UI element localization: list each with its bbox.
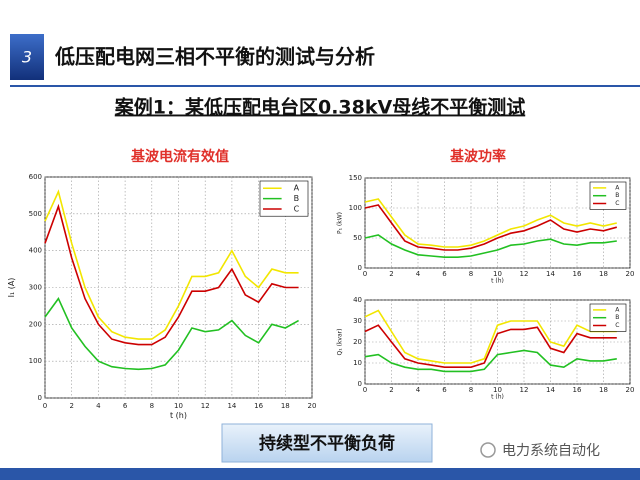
x-tick-label: 4 <box>96 402 101 410</box>
legend-label: A <box>615 306 620 313</box>
x-tick-label: 0 <box>363 386 367 394</box>
series-line <box>44 203 299 346</box>
x-tick-label: 18 <box>281 402 290 410</box>
y-tick-label: 100 <box>349 204 362 212</box>
x-axis-label: t (h) <box>491 394 504 401</box>
x-tick-label: 4 <box>416 386 421 394</box>
x-tick-label: 20 <box>308 402 317 410</box>
y-tick-label: 50 <box>353 234 362 242</box>
legend-label: C <box>294 205 300 214</box>
slide-subtitle: 案例1：某低压配电台区0.38kV母线不平衡测试 <box>114 96 525 119</box>
x-tick-label: 16 <box>573 270 582 278</box>
x-tick-label: 2 <box>389 270 393 278</box>
legend-label: B <box>294 194 300 203</box>
y-tick-label: 300 <box>29 284 42 292</box>
x-tick-label: 14 <box>546 270 555 278</box>
legend-label: C <box>615 322 619 329</box>
x-tick-label: 0 <box>43 402 47 410</box>
series-line <box>364 349 617 373</box>
section-badge <box>10 34 44 80</box>
x-tick-label: 10 <box>493 386 502 394</box>
y-axis-label: I₁ (A) <box>7 278 16 298</box>
section-number: 3 <box>22 48 32 67</box>
footer-band <box>0 468 640 480</box>
x-axis-label: t (h) <box>491 278 504 285</box>
x-tick-label: 8 <box>150 402 154 410</box>
series-line <box>364 198 617 248</box>
series-line <box>364 234 617 258</box>
x-tick-label: 8 <box>469 270 473 278</box>
y-tick-label: 150 <box>349 174 362 182</box>
x-tick-label: 2 <box>389 386 393 394</box>
x-tick-label: 10 <box>493 270 502 278</box>
y-axis-label: Q₁ (kvar) <box>336 329 343 356</box>
y-tick-label: 0 <box>358 380 362 388</box>
series-line <box>364 204 618 251</box>
x-tick-label: 20 <box>626 270 635 278</box>
slide-title: 低压配电网三相不平衡的测试与分析 <box>54 45 375 69</box>
watermark: 电力系统自动化 <box>502 443 600 459</box>
x-tick-label: 2 <box>69 402 73 410</box>
x-tick-label: 14 <box>546 386 555 394</box>
y-tick-label: 500 <box>29 210 42 218</box>
y-tick-label: 100 <box>29 357 42 365</box>
series-line <box>364 309 617 364</box>
legend-label: A <box>615 184 620 191</box>
y-tick-label: 200 <box>29 320 42 328</box>
x-tick-label: 0 <box>363 270 367 278</box>
y-tick-label: 10 <box>353 359 362 367</box>
x-tick-label: 20 <box>626 386 635 394</box>
y-tick-label: 400 <box>29 247 42 255</box>
conclusion: 持续型不平衡负荷 <box>259 433 395 454</box>
y-tick-label: 0 <box>38 394 42 402</box>
x-tick-label: 4 <box>416 270 421 278</box>
series-line <box>364 324 617 368</box>
x-tick-label: 16 <box>573 386 582 394</box>
x-tick-label: 8 <box>469 386 473 394</box>
x-tick-label: 6 <box>442 270 447 278</box>
y-tick-label: 40 <box>353 296 362 304</box>
x-tick-label: 12 <box>520 386 529 394</box>
x-tick-label: 12 <box>201 402 210 410</box>
x-tick-label: 14 <box>227 402 236 410</box>
y-tick-label: 20 <box>353 338 362 346</box>
x-tick-label: 18 <box>599 270 608 278</box>
series-line <box>44 189 299 340</box>
legend-label: A <box>294 184 300 193</box>
x-tick-label: 6 <box>123 402 128 410</box>
x-tick-label: 12 <box>520 270 529 278</box>
y-tick-label: 0 <box>358 264 362 272</box>
x-tick-label: 10 <box>174 402 183 410</box>
x-tick-label: 18 <box>599 386 608 394</box>
legend-label: B <box>615 192 619 199</box>
legend-label: B <box>615 314 619 321</box>
x-axis-label: t (h) <box>170 411 187 420</box>
conclusion-box <box>221 423 433 463</box>
x-tick-label: 6 <box>442 386 447 394</box>
x-tick-label: 16 <box>254 402 263 410</box>
watermark-icon <box>480 442 496 458</box>
y-tick-label: 30 <box>353 317 362 325</box>
legend-label: C <box>615 200 619 207</box>
y-tick-label: 600 <box>29 173 42 181</box>
chart-heading: 基波功率 <box>450 148 506 165</box>
chart-heading: 基波电流有效值 <box>131 148 229 165</box>
y-axis-label: P₁ (kW) <box>336 212 343 234</box>
series-line <box>44 297 299 371</box>
